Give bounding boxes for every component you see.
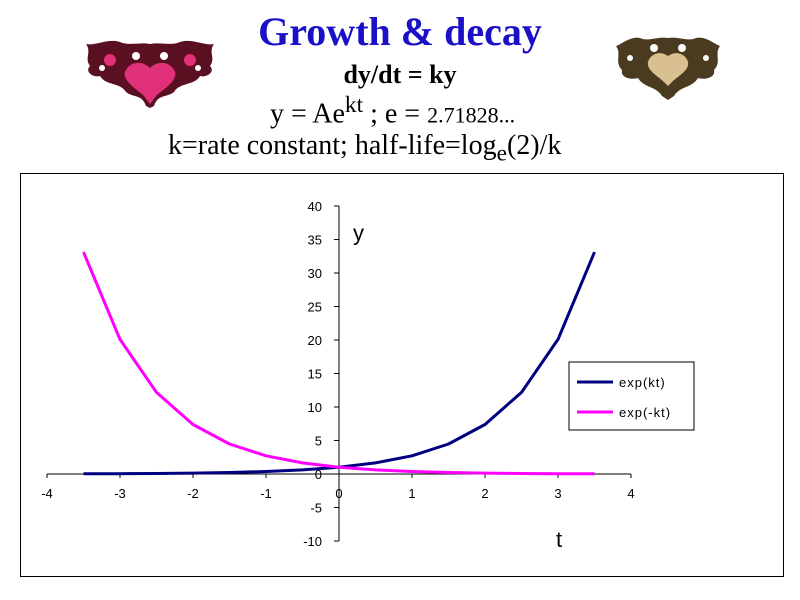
y-tick-label: 35 (308, 233, 322, 248)
half-life-equation: k=rate constant; half-life=loge(2)/k (168, 130, 562, 167)
x-tick-label: 0 (335, 486, 342, 501)
x-tick-label: -3 (114, 486, 126, 501)
growth-decay-chart: -4 -3 -2 -1 0 1 2 3 4-10-50510152025303540ytexp(… (41, 199, 695, 552)
y-tick-label: 40 (308, 199, 322, 214)
x-axis-label: t (556, 527, 562, 552)
x-tick-label: 3 (554, 486, 561, 501)
solution-equation: y = Aekt ; e = 2.71828... (270, 92, 516, 130)
x-tick-label: -2 (187, 486, 199, 501)
chart-area: -4 -3 -2 -1 0 1 2 3 4 -10 -5 0 5 10 15 20 25 30 35 40 y t exp(… (20, 173, 784, 577)
x-tick-label: -4 (41, 486, 53, 501)
y-tick-label: -5 (310, 501, 322, 516)
y-tick-label: -10 (303, 534, 322, 549)
right-inkblot-icon (616, 37, 720, 100)
x-tick-label: -1 (260, 486, 272, 501)
x-tick-label: 2 (481, 486, 488, 501)
legend-label: exp(kt) (619, 375, 666, 390)
y-tick-label: 25 (308, 300, 322, 315)
y-tick-label: 30 (308, 266, 322, 281)
y-tick-label: 10 (308, 400, 322, 415)
y-tick-label: 15 (308, 367, 322, 382)
x-tick-label: 4 (627, 486, 634, 501)
series-line-decay (82, 251, 595, 476)
y-tick-label: 5 (315, 434, 322, 449)
differential-equation: dy/dt = ky (343, 60, 457, 89)
legend-label: exp(-kt) (619, 405, 671, 420)
y-axis-label: y (353, 221, 364, 246)
legend-box (568, 361, 695, 431)
x-tick-label: 1 (408, 486, 415, 501)
y-tick-label: 0 (315, 467, 322, 482)
page-title: Growth & decay (258, 9, 542, 54)
left-inkblot-icon (86, 40, 214, 108)
y-tick-label: 20 (308, 333, 322, 348)
